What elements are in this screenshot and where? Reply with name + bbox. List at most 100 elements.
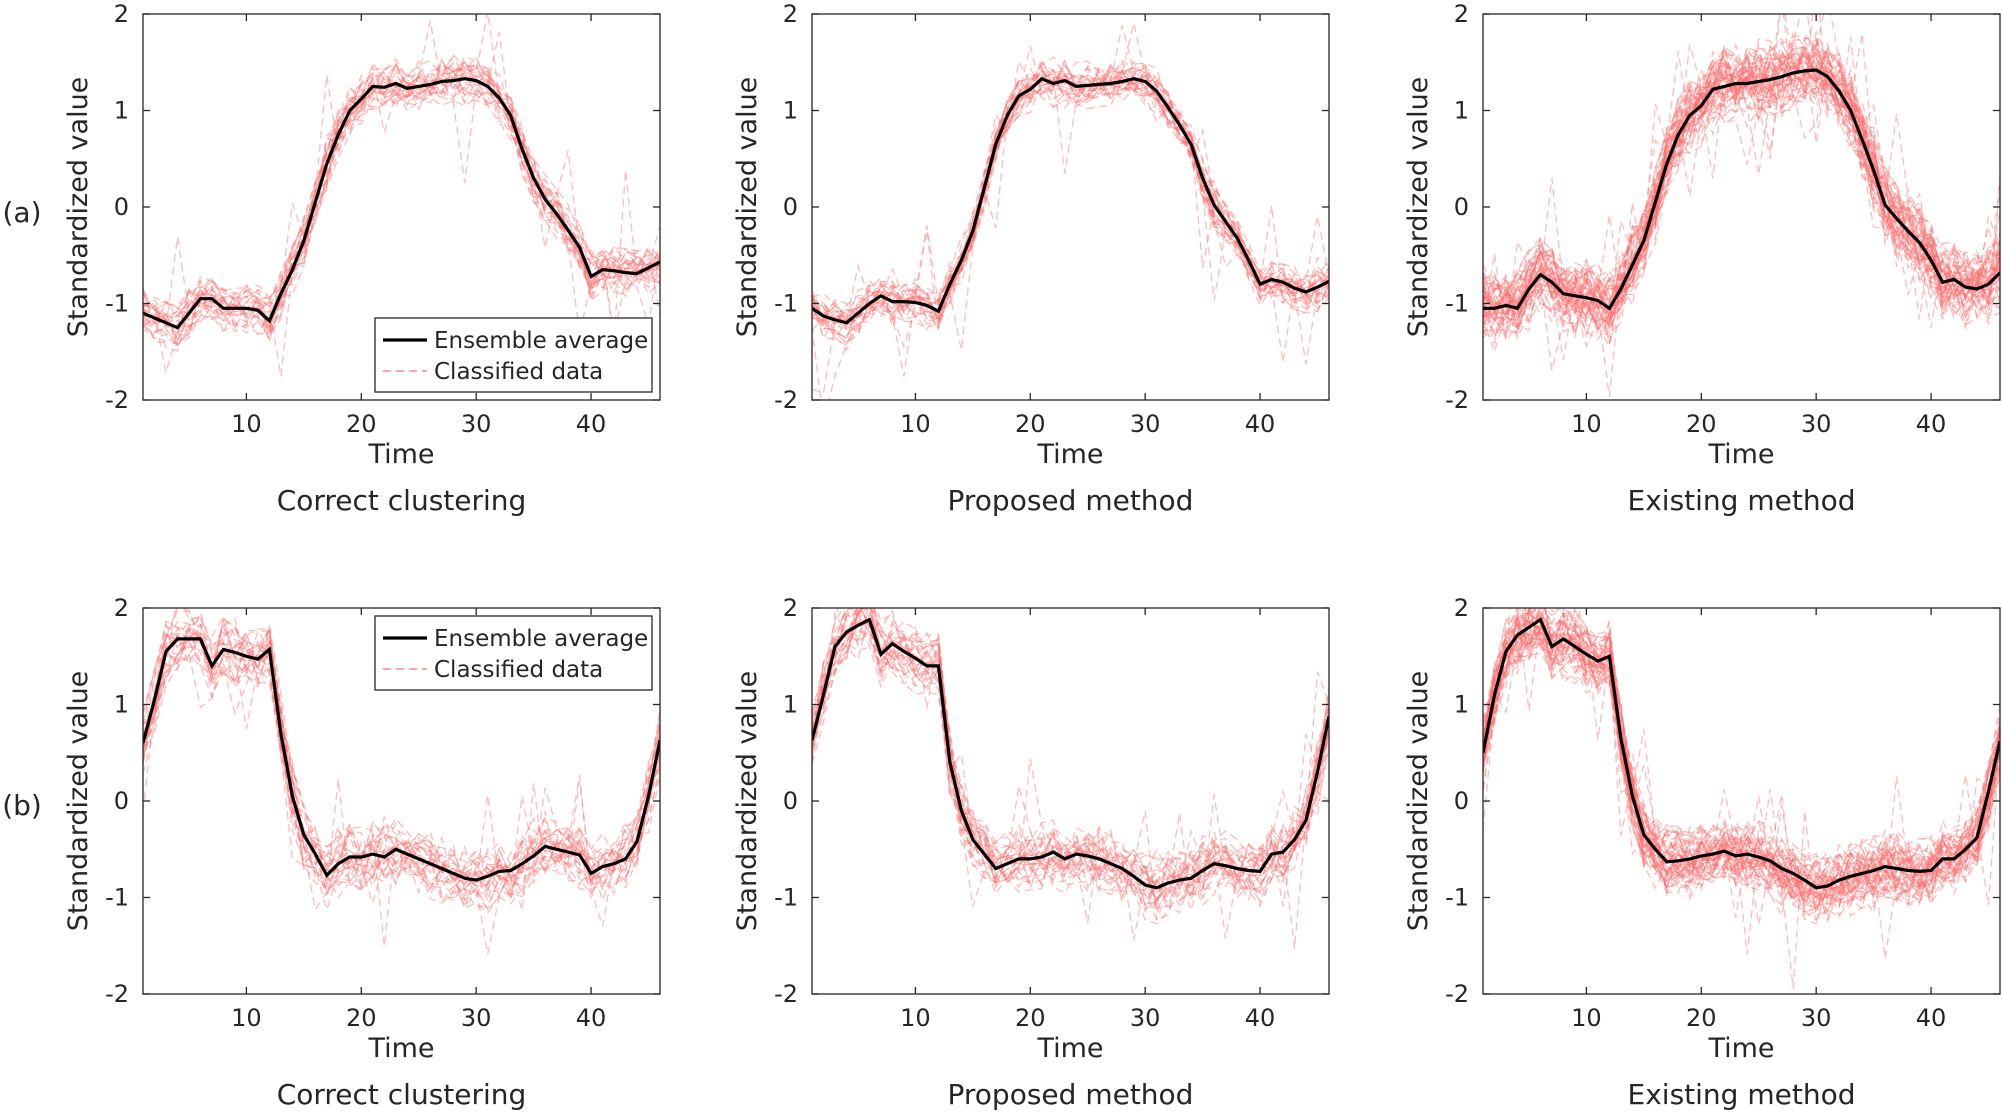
classified-data-line [1483, 617, 2000, 917]
classified-data-line [1483, 52, 2000, 325]
classified-data-line [812, 75, 1329, 340]
classified-data-line [1483, 44, 2000, 329]
y-tick-label: -1 [105, 290, 129, 318]
classified-data-line [812, 59, 1329, 325]
ensemble-average-line [812, 617, 1329, 890]
classified-data-line [1483, 633, 2000, 902]
classified-data-line [812, 70, 1329, 313]
classified-data-line [1483, 622, 2000, 915]
classified-data-line [1483, 625, 2000, 905]
panel-title: Correct clustering [277, 1078, 527, 1111]
classified-data-line [1483, 48, 2000, 371]
classified-data-line [1483, 49, 2000, 337]
y-tick-label: 0 [783, 787, 798, 815]
classified-data-line [812, 608, 1329, 898]
classified-data-line [1483, 608, 2000, 959]
y-tick-label: -2 [1445, 980, 1469, 1008]
classified-data-line [812, 611, 1329, 921]
classified-data-line [1483, 83, 2000, 355]
classified-data-line [143, 61, 660, 325]
y-tick-label: -1 [1445, 884, 1469, 912]
chart-panel-6: 10 20 30 40 -2 -1 0 1 2 Time Standardized value Exi… [1403, 594, 2001, 1111]
classified-data-line [143, 615, 660, 912]
classified-data-line [1483, 41, 2000, 322]
classified-data-line [1483, 37, 2000, 321]
classified-data-line [143, 630, 660, 893]
classified-data-line [812, 608, 1329, 893]
classified-data-line [143, 631, 660, 927]
y-tick-label: -2 [774, 980, 798, 1008]
chart-panel-3: 10 20 30 40 -2 -1 0 1 2 Time Standardized value Exi… [1403, 0, 2001, 517]
classified-data-line [1483, 68, 2000, 349]
legend: Ensemble average Classified data [374, 317, 653, 393]
x-tick-label: 30 [1130, 1004, 1161, 1032]
classified-data-line [812, 22, 1329, 345]
legend: Ensemble average Classified data [374, 615, 653, 691]
classified-data-line [143, 626, 660, 911]
classified-data-line [143, 78, 660, 338]
classified-data-line [1483, 621, 2000, 903]
x-axis-label: Time [1707, 439, 1774, 470]
classified-data-line [1483, 61, 2000, 344]
classified-data-line [143, 69, 660, 347]
x-tick-label: 40 [1245, 1004, 1276, 1032]
classified-data-line [812, 608, 1329, 924]
classified-data-line [1483, 614, 2000, 909]
chart-panel-1: 10 20 30 40 -2 -1 0 1 2 Time Standardized value Cor… [63, 0, 661, 517]
x-axis-label: Time [367, 1033, 434, 1064]
classified-data-line [143, 652, 660, 913]
y-tick-label: 0 [783, 193, 798, 221]
classified-data-line [812, 70, 1329, 340]
classified-data-line [143, 625, 660, 882]
classified-data-line [812, 641, 1329, 913]
classified-data-line [143, 79, 660, 344]
classified-data-line [812, 608, 1329, 913]
panel-title: Existing method [1628, 1078, 1856, 1111]
x-tick-label: 10 [1571, 410, 1602, 438]
classified-data-line [143, 610, 660, 884]
classified-data-line [143, 75, 660, 330]
classified-data-line [1483, 14, 2000, 320]
y-tick-label: 0 [114, 787, 129, 815]
classified-data-line [1483, 622, 2000, 898]
classified-data-line [1483, 613, 2000, 923]
classified-data-line [143, 618, 660, 883]
classified-data-line [143, 14, 660, 344]
classified-data-line [812, 73, 1329, 352]
classified-data-line [1483, 608, 2000, 908]
classified-data-line [1483, 49, 2000, 321]
classified-data-line [1483, 608, 2000, 905]
y-tick-label: -1 [774, 884, 798, 912]
classified-data-line [1483, 631, 2000, 922]
y-axis-label: Standardized value [63, 77, 94, 338]
classified-data-line [1483, 609, 2000, 891]
x-tick-label: 10 [1571, 1004, 1602, 1032]
classified-data-line [812, 57, 1329, 324]
classified-data-line [1483, 74, 2000, 336]
classified-data-line [143, 85, 660, 352]
y-tick-label: 0 [1454, 787, 1469, 815]
classified-data-line [1483, 65, 2000, 335]
ensemble-average-line [143, 637, 660, 882]
classified-data-line [812, 608, 1329, 908]
x-tick-label: 10 [231, 1004, 262, 1032]
classified-data-line [143, 631, 660, 906]
classified-data-line [1483, 30, 2000, 339]
x-tick-label: 30 [461, 1004, 492, 1032]
x-axis-label: Time [1036, 1033, 1103, 1064]
y-tick-label: -1 [1445, 290, 1469, 318]
classified-data-line [812, 68, 1329, 331]
ensemble-average-line [143, 77, 660, 330]
x-tick-label: 10 [231, 410, 262, 438]
legend-classified-label: Classified data [434, 657, 603, 683]
classified-data-line [1483, 48, 2000, 314]
classified-curves [1483, 608, 2000, 989]
classified-data-line [143, 65, 660, 328]
classified-data-line [812, 78, 1329, 347]
y-tick-label: 2 [114, 0, 129, 28]
classified-data-line [143, 635, 660, 911]
classified-data-line [1483, 641, 2000, 902]
classified-data-line [812, 618, 1329, 914]
classified-data-line [1483, 61, 2000, 334]
classified-data-line [812, 622, 1329, 900]
